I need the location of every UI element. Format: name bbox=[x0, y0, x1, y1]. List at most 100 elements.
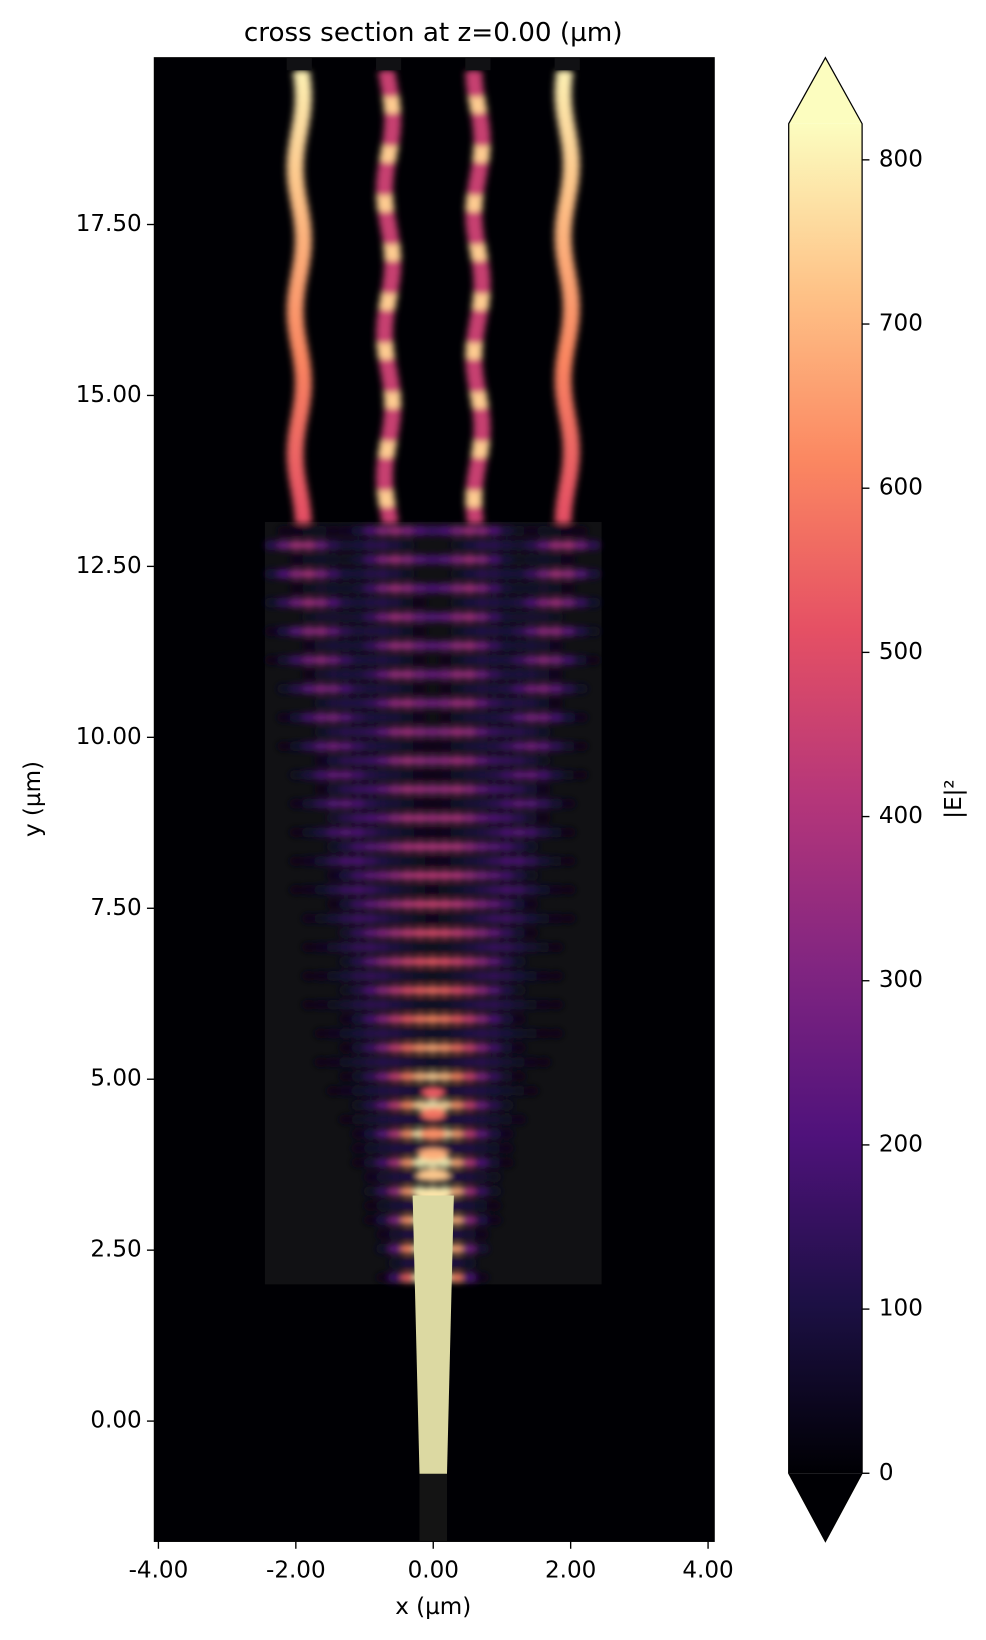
field-blob bbox=[499, 554, 515, 565]
field-blob bbox=[487, 1028, 502, 1039]
output-bead bbox=[469, 168, 489, 180]
field-blob bbox=[326, 726, 341, 738]
field-blob bbox=[449, 784, 465, 795]
field-blob bbox=[561, 712, 576, 723]
field-blob bbox=[363, 726, 379, 738]
field-blob bbox=[388, 697, 403, 709]
field-blob bbox=[487, 1056, 502, 1068]
field-blob bbox=[276, 712, 292, 723]
field-blob bbox=[449, 1128, 465, 1140]
field-blob bbox=[425, 784, 440, 795]
field-blob bbox=[326, 913, 341, 924]
output-bead bbox=[471, 267, 491, 278]
field-blob bbox=[524, 740, 539, 752]
field-blob bbox=[351, 1028, 366, 1039]
field-blob bbox=[400, 1013, 416, 1025]
field-blob bbox=[524, 999, 539, 1010]
colorbar-tick-label: 400 bbox=[879, 803, 923, 829]
field-blob bbox=[301, 539, 317, 551]
field-blob bbox=[449, 1143, 465, 1154]
output-bead bbox=[375, 464, 395, 475]
field-blob bbox=[462, 611, 478, 623]
field-blob bbox=[437, 855, 453, 867]
field-blob bbox=[400, 999, 416, 1010]
field-blob bbox=[412, 1013, 428, 1025]
output-bead bbox=[383, 258, 403, 270]
input-bead bbox=[417, 1148, 449, 1161]
field-blob bbox=[499, 626, 515, 637]
field-blob bbox=[511, 898, 527, 910]
field-blob bbox=[363, 784, 379, 795]
colorbar-tick-label: 0 bbox=[879, 1460, 894, 1486]
output-bead bbox=[471, 119, 491, 130]
field-blob bbox=[313, 583, 329, 594]
field-blob bbox=[375, 1013, 391, 1025]
field-blob bbox=[548, 597, 564, 608]
field-blob bbox=[375, 1028, 391, 1039]
field-blob bbox=[375, 870, 391, 881]
output-bead bbox=[293, 234, 313, 245]
field-blob bbox=[474, 654, 490, 666]
field-blob bbox=[264, 597, 280, 608]
field-blob bbox=[487, 1071, 502, 1082]
field-blob bbox=[412, 554, 428, 565]
field-blob bbox=[524, 755, 539, 766]
output-bead bbox=[561, 316, 581, 327]
field-blob bbox=[511, 798, 527, 809]
field-blob bbox=[425, 1071, 440, 1082]
output-bead bbox=[464, 217, 484, 229]
field-blob bbox=[499, 525, 515, 537]
field-blob bbox=[400, 970, 416, 982]
field-blob bbox=[437, 1056, 453, 1068]
field-blob bbox=[412, 812, 428, 824]
field-blob bbox=[338, 898, 354, 910]
field-blob bbox=[400, 1056, 416, 1068]
output-bead bbox=[472, 135, 492, 147]
field-blob bbox=[511, 956, 527, 967]
field-blob bbox=[511, 712, 527, 723]
output-bead bbox=[466, 324, 486, 336]
field-blob bbox=[499, 1114, 515, 1125]
field-blob bbox=[338, 769, 354, 781]
field-blob bbox=[437, 870, 453, 881]
field-blob bbox=[536, 626, 552, 637]
field-blob bbox=[338, 568, 354, 580]
field-blob bbox=[338, 1114, 354, 1125]
field-blob bbox=[462, 1056, 478, 1068]
field-blob bbox=[499, 1085, 515, 1097]
field-blob bbox=[437, 1071, 453, 1082]
output-bead bbox=[382, 103, 402, 114]
field-blob bbox=[449, 669, 465, 680]
field-blob bbox=[437, 525, 453, 537]
field-blob bbox=[375, 1272, 391, 1283]
field-blob bbox=[499, 611, 515, 623]
field-blob bbox=[388, 999, 403, 1010]
field-blob bbox=[561, 583, 576, 594]
output-bead bbox=[292, 217, 312, 229]
field-blob bbox=[425, 999, 440, 1010]
field-blob bbox=[412, 1157, 428, 1168]
field-blob bbox=[338, 712, 354, 723]
field-blob bbox=[313, 712, 329, 723]
field-blob bbox=[425, 640, 440, 651]
field-blob bbox=[536, 640, 552, 651]
output-bead bbox=[290, 488, 310, 500]
field-blob bbox=[375, 1157, 391, 1168]
field-blob bbox=[536, 568, 552, 580]
field-blob bbox=[363, 898, 379, 910]
field-blob bbox=[338, 1085, 354, 1097]
field-blob bbox=[573, 568, 589, 580]
field-blob bbox=[474, 956, 490, 967]
y-tick-label: 7.50 bbox=[90, 895, 141, 921]
field-blob bbox=[338, 913, 354, 924]
field-blob bbox=[487, 913, 502, 924]
field-blob bbox=[449, 568, 465, 580]
field-blob bbox=[351, 683, 366, 695]
output-bead bbox=[465, 78, 484, 89]
field-blob bbox=[338, 1042, 354, 1054]
colorbar-tick-label: 800 bbox=[879, 146, 923, 172]
field-blob bbox=[499, 898, 515, 910]
field-blob bbox=[289, 798, 304, 809]
field-blob bbox=[449, 1013, 465, 1025]
field-blob bbox=[499, 755, 515, 766]
